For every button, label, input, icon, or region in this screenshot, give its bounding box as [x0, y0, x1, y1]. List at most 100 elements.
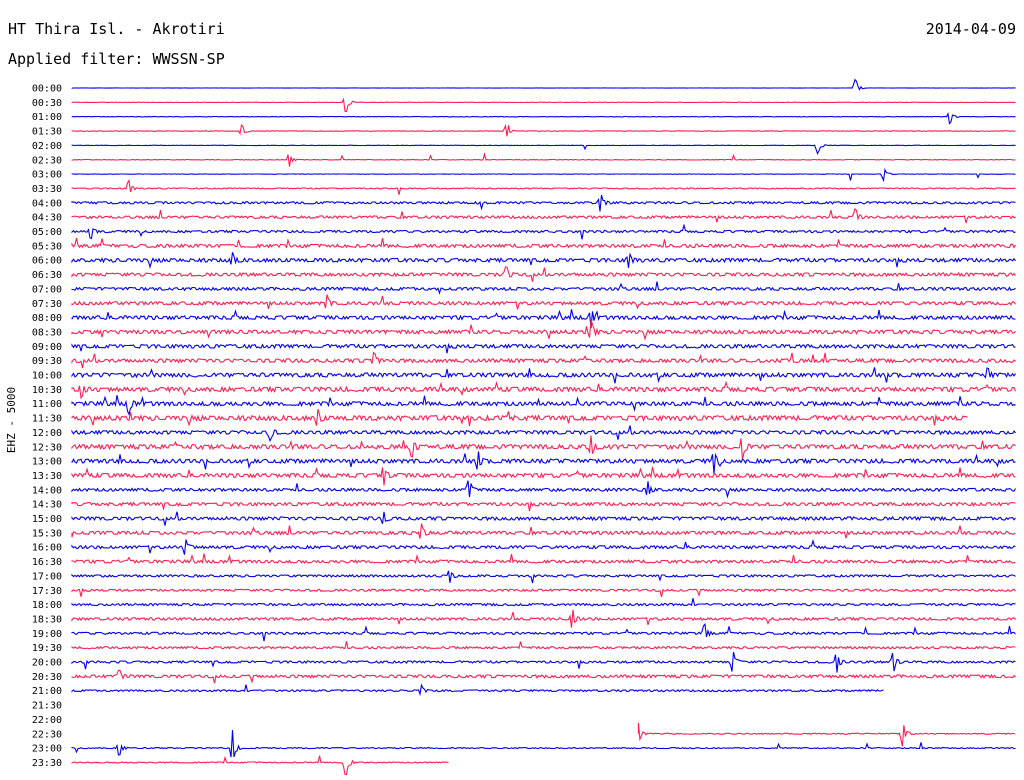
row-label-0800: 08:00 — [32, 313, 62, 324]
trace-row-0530 — [71, 237, 1016, 249]
row-label-0000: 00:00 — [32, 84, 62, 95]
trace-row-1900 — [71, 622, 1016, 642]
row-label-2200: 22:00 — [32, 715, 62, 726]
trace-row-1230 — [71, 435, 1016, 460]
row-label-0930: 09:30 — [32, 356, 62, 367]
trace-row-0130 — [71, 123, 1016, 137]
row-label-2300: 23:00 — [32, 744, 62, 755]
trace-row-2030 — [71, 669, 1016, 684]
trace-row-0730 — [71, 294, 1016, 310]
trace-row-1200 — [71, 425, 1016, 443]
row-label-0230: 02:30 — [32, 155, 62, 166]
trace-row-0030 — [71, 97, 1016, 112]
row-label-0030: 00:30 — [32, 98, 62, 109]
trace-row-1800 — [71, 598, 1016, 607]
trace-row-1300 — [71, 451, 1016, 474]
row-label-1730: 17:30 — [32, 586, 62, 597]
station-title: HT Thira Isl. - Akrotiri — [8, 20, 225, 38]
trace-row-1930 — [71, 641, 1016, 650]
trace-row-1430 — [71, 501, 1016, 512]
row-label-1000: 10:00 — [32, 371, 62, 382]
traces — [71, 78, 1017, 776]
trace-row-1600 — [71, 538, 1016, 555]
row-label-2000: 20:00 — [32, 658, 62, 669]
row-label-0530: 05:30 — [32, 241, 62, 252]
row-label-0500: 05:00 — [32, 227, 62, 238]
trace-row-1400 — [71, 480, 1016, 499]
row-label-0400: 04:00 — [32, 198, 62, 209]
row-label-0830: 08:30 — [32, 327, 62, 338]
trace-row-1500 — [71, 511, 1016, 526]
trace-row-0630 — [71, 266, 1016, 282]
trace-row-1530 — [71, 523, 1016, 539]
row-label-0100: 01:00 — [32, 112, 62, 123]
date-label: 2014-04-09 — [925, 20, 1016, 38]
row-label-2330: 23:30 — [32, 758, 62, 769]
channel-label: EHZ - 5000 — [5, 387, 18, 453]
row-label-0330: 03:30 — [32, 184, 62, 195]
row-labels: 00:00 00:30 01:00 01:30 02:00 02:30 03:00 03:30… — [32, 84, 62, 769]
row-label-0600: 06:00 — [32, 256, 62, 267]
row-label-2130: 21:30 — [32, 701, 62, 712]
trace-row-2330 — [71, 755, 449, 776]
trace-row-0700 — [71, 281, 1016, 295]
row-label-1930: 19:30 — [32, 643, 62, 654]
trace-row-0100 — [71, 112, 1016, 125]
trace-row-2230 — [637, 722, 1016, 747]
row-label-1200: 12:00 — [32, 428, 62, 439]
row-label-2100: 21:00 — [32, 686, 62, 697]
trace-row-0400 — [71, 194, 1016, 212]
row-label-0630: 06:30 — [32, 270, 62, 281]
row-label-1100: 11:00 — [32, 399, 62, 410]
row-label-0700: 07:00 — [32, 284, 62, 295]
row-label-1330: 13:30 — [32, 471, 62, 482]
row-label-1300: 13:00 — [32, 457, 62, 468]
filter-label: Applied filter: WWSSN-SP — [8, 50, 225, 68]
trace-row-1830 — [71, 609, 1016, 628]
trace-row-0230 — [71, 152, 1016, 167]
row-label-1130: 11:30 — [32, 414, 62, 425]
row-label-1230: 12:30 — [32, 442, 62, 453]
row-label-2030: 20:30 — [32, 672, 62, 683]
row-label-0130: 01:30 — [32, 127, 62, 138]
trace-row-0200 — [71, 144, 1016, 156]
row-label-1600: 16:00 — [32, 543, 62, 554]
row-label-1530: 15:30 — [32, 528, 62, 539]
row-label-1400: 14:00 — [32, 485, 62, 496]
row-label-0430: 04:30 — [32, 213, 62, 224]
row-label-1430: 14:30 — [32, 500, 62, 511]
trace-row-1700 — [71, 570, 1016, 584]
trace-row-1100 — [71, 395, 1016, 416]
row-label-0900: 09:00 — [32, 342, 62, 353]
trace-row-1630 — [71, 553, 1016, 565]
trace-row-2100 — [71, 683, 884, 697]
trace-row-2300 — [71, 730, 1016, 758]
row-label-0730: 07:30 — [32, 299, 62, 310]
row-label-1700: 17:00 — [32, 571, 62, 582]
trace-row-0500 — [71, 223, 1016, 240]
trace-row-1130 — [71, 408, 968, 427]
trace-row-0800 — [71, 309, 1016, 328]
row-label-1500: 15:00 — [32, 514, 62, 525]
row-label-1900: 19:00 — [32, 629, 62, 640]
trace-row-1730 — [71, 588, 1016, 598]
trace-row-2000 — [71, 651, 1016, 673]
row-label-1830: 18:30 — [32, 614, 62, 625]
trace-row-1330 — [71, 466, 1016, 486]
trace-row-0830 — [71, 319, 1016, 341]
row-label-2230: 22:30 — [32, 729, 62, 740]
trace-row-0430 — [71, 207, 1016, 224]
trace-row-0900 — [71, 342, 1016, 354]
trace-row-0000 — [71, 78, 1016, 91]
row-label-1800: 18:00 — [32, 600, 62, 611]
trace-row-1030 — [71, 380, 1017, 400]
trace-row-1000 — [71, 367, 1016, 384]
trace-row-0600 — [71, 252, 1016, 270]
trace-row-0330 — [71, 178, 1016, 195]
trace-row-0930 — [71, 351, 1016, 369]
row-label-1630: 16:30 — [32, 557, 62, 568]
row-label-0300: 03:00 — [32, 170, 62, 181]
trace-row-0300 — [71, 168, 1016, 183]
row-label-0200: 02:00 — [32, 141, 62, 152]
